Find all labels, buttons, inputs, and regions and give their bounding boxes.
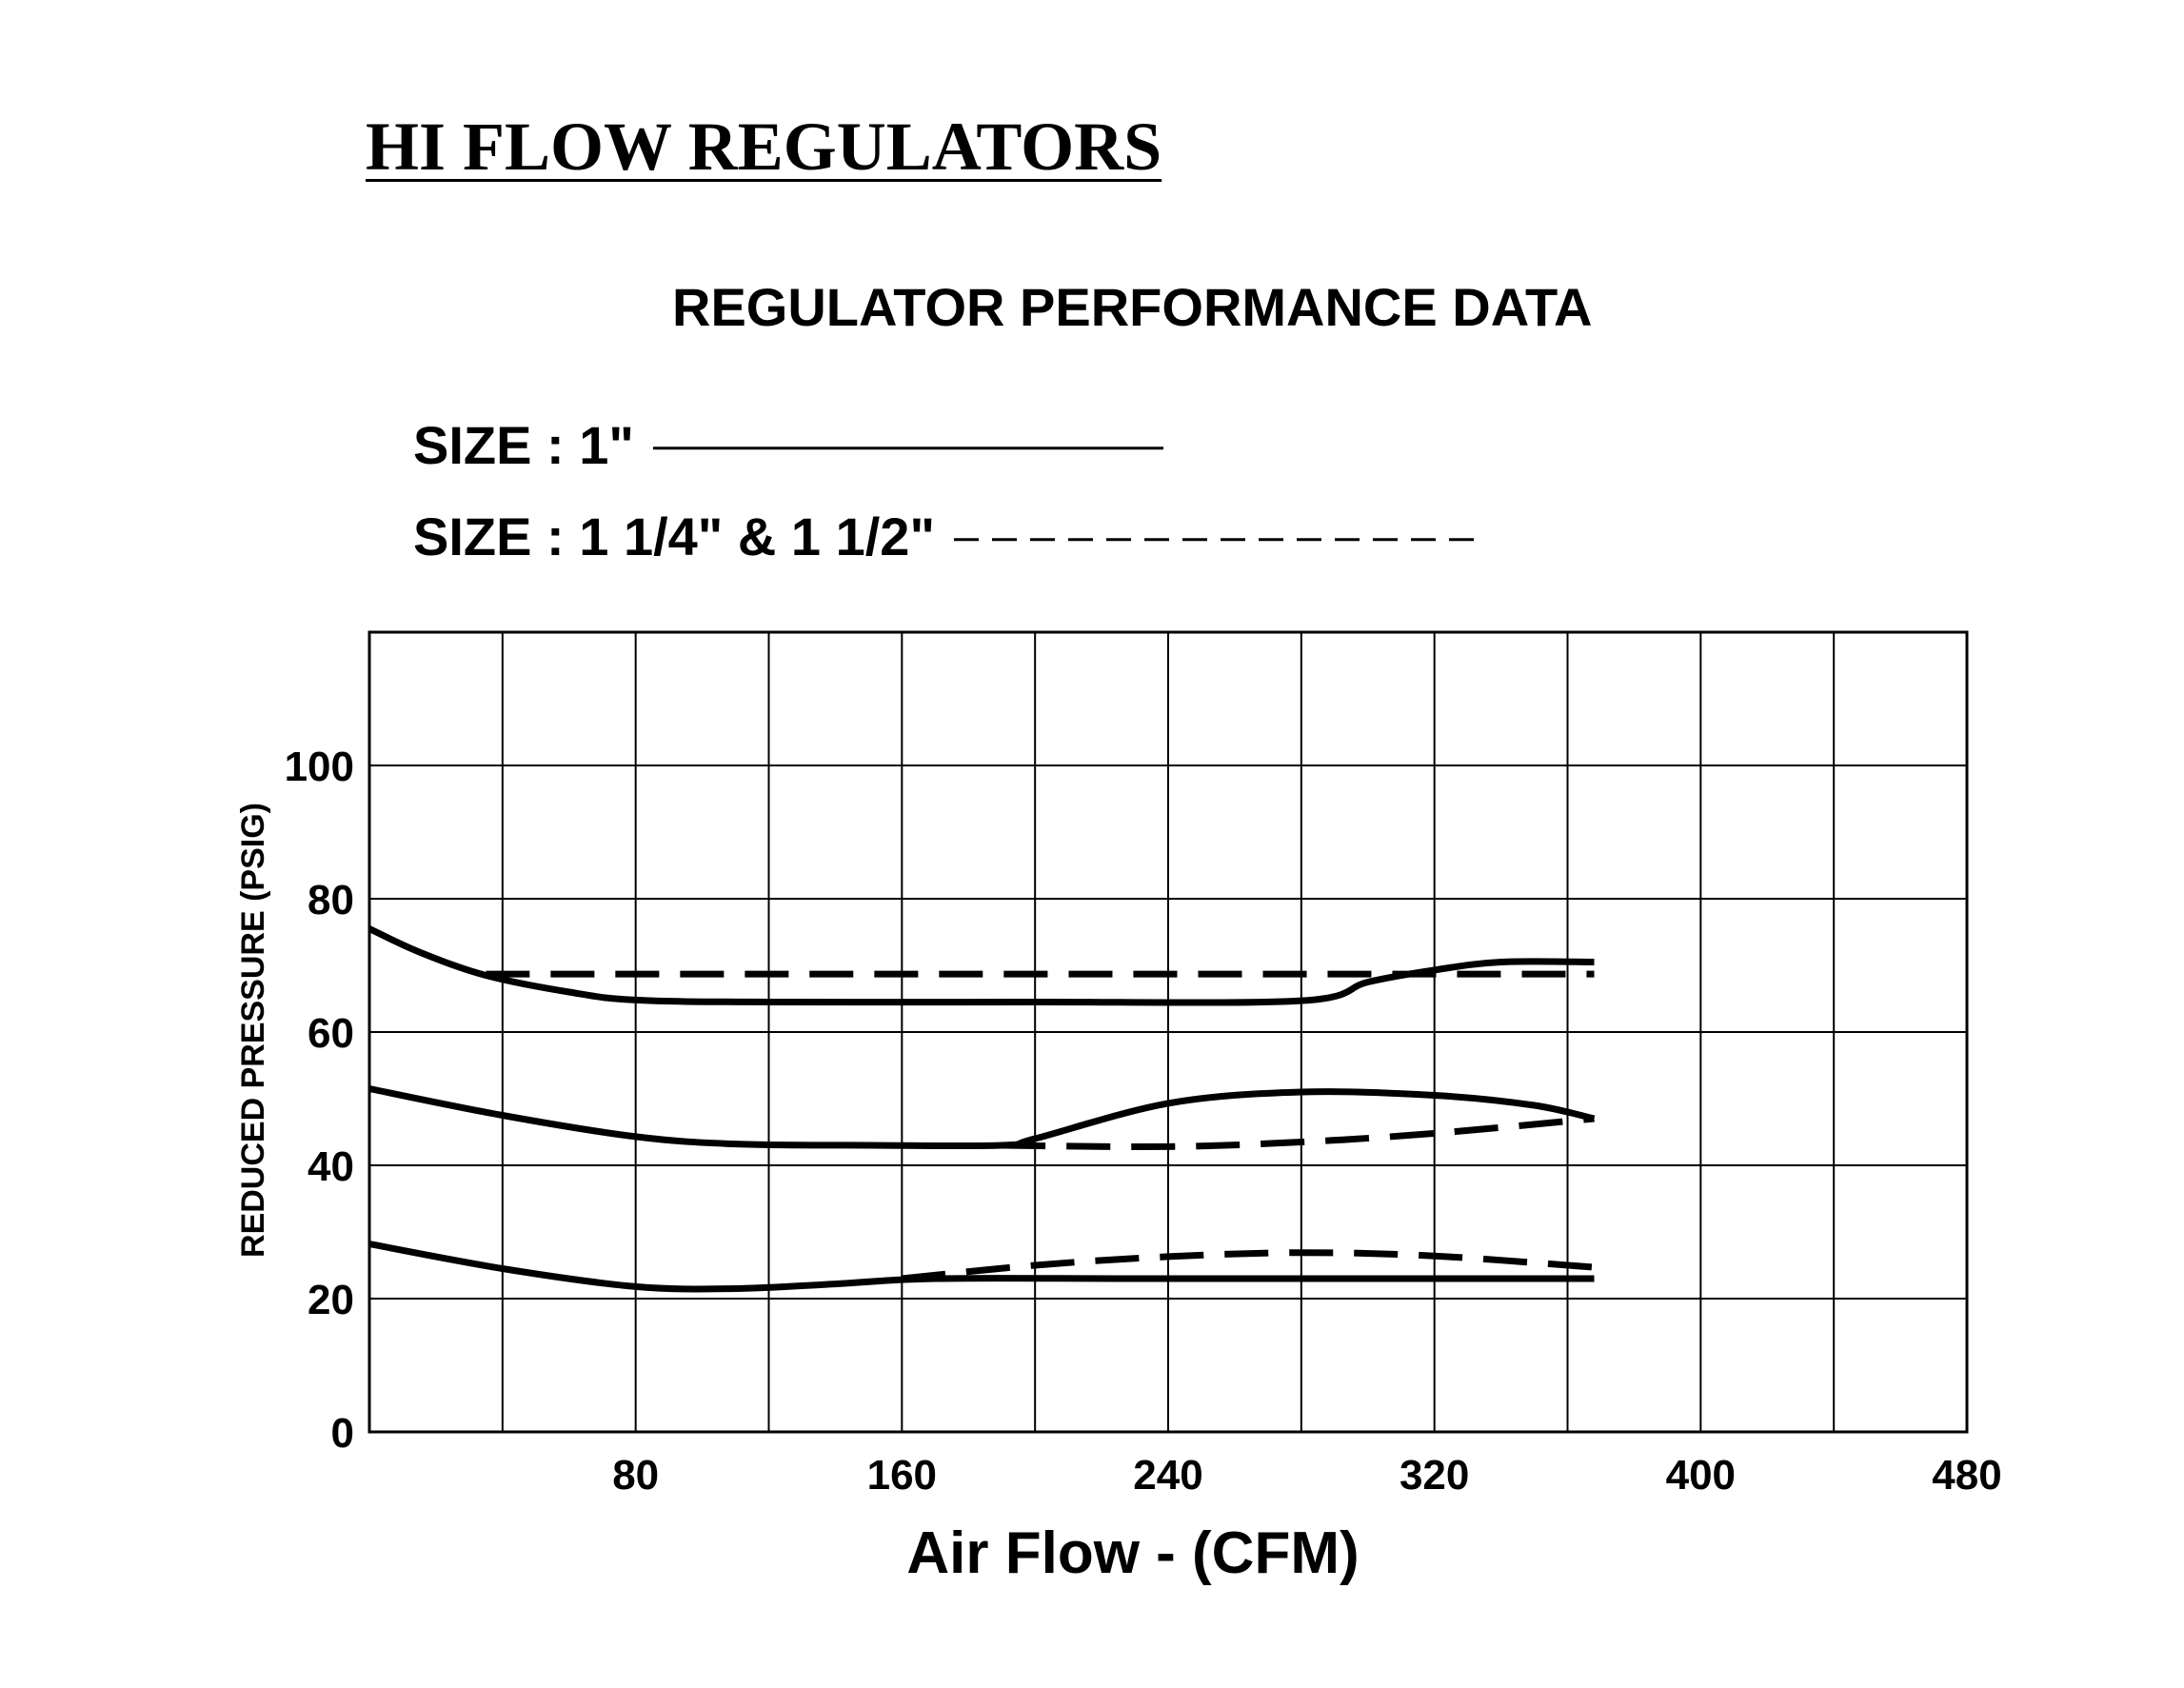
y-tick-label: 40: [308, 1143, 354, 1190]
tick-labels: 80 160 240 320 400 480 0 20 40 60 80 100: [285, 744, 2002, 1499]
x-axis-title: Air Flow - (CFM): [906, 1520, 1359, 1586]
legend-label-size-1: SIZE : 1": [413, 415, 634, 475]
series-line-dashed: [1002, 1115, 1595, 1151]
legend-label-size-2: SIZE : 1 1/4" & 1 1/2": [413, 506, 935, 566]
series-line-dashed: [901, 1249, 1595, 1282]
y-tick-label: 80: [308, 877, 354, 923]
y-tick-label: 100: [285, 744, 354, 790]
x-tick-label: 80: [612, 1452, 659, 1499]
y-tick-label: 0: [331, 1410, 354, 1457]
x-tick-label: 400: [1666, 1452, 1736, 1499]
page-title: HI FLOW REGULATORS: [366, 109, 1162, 185]
y-tick-label: 60: [308, 1010, 354, 1057]
series-line-solid: [367, 925, 1595, 1006]
x-tick-label: 480: [1932, 1452, 2001, 1499]
x-tick-label: 160: [867, 1452, 937, 1499]
chart-title: REGULATOR PERFORMANCE DATA: [672, 277, 1593, 337]
chart-series: [367, 925, 1596, 1293]
y-tick-label: 20: [308, 1277, 354, 1323]
plot-frame: [367, 630, 1969, 1434]
chart-grid: [367, 630, 1969, 1434]
x-tick-label: 320: [1400, 1452, 1469, 1499]
y-axis-title: REDUCED PRESSURE (PSIG): [235, 803, 271, 1258]
x-tick-label: 240: [1133, 1452, 1202, 1499]
series-line-solid: [368, 1241, 1595, 1293]
legend-swatches: [652, 447, 1478, 542]
